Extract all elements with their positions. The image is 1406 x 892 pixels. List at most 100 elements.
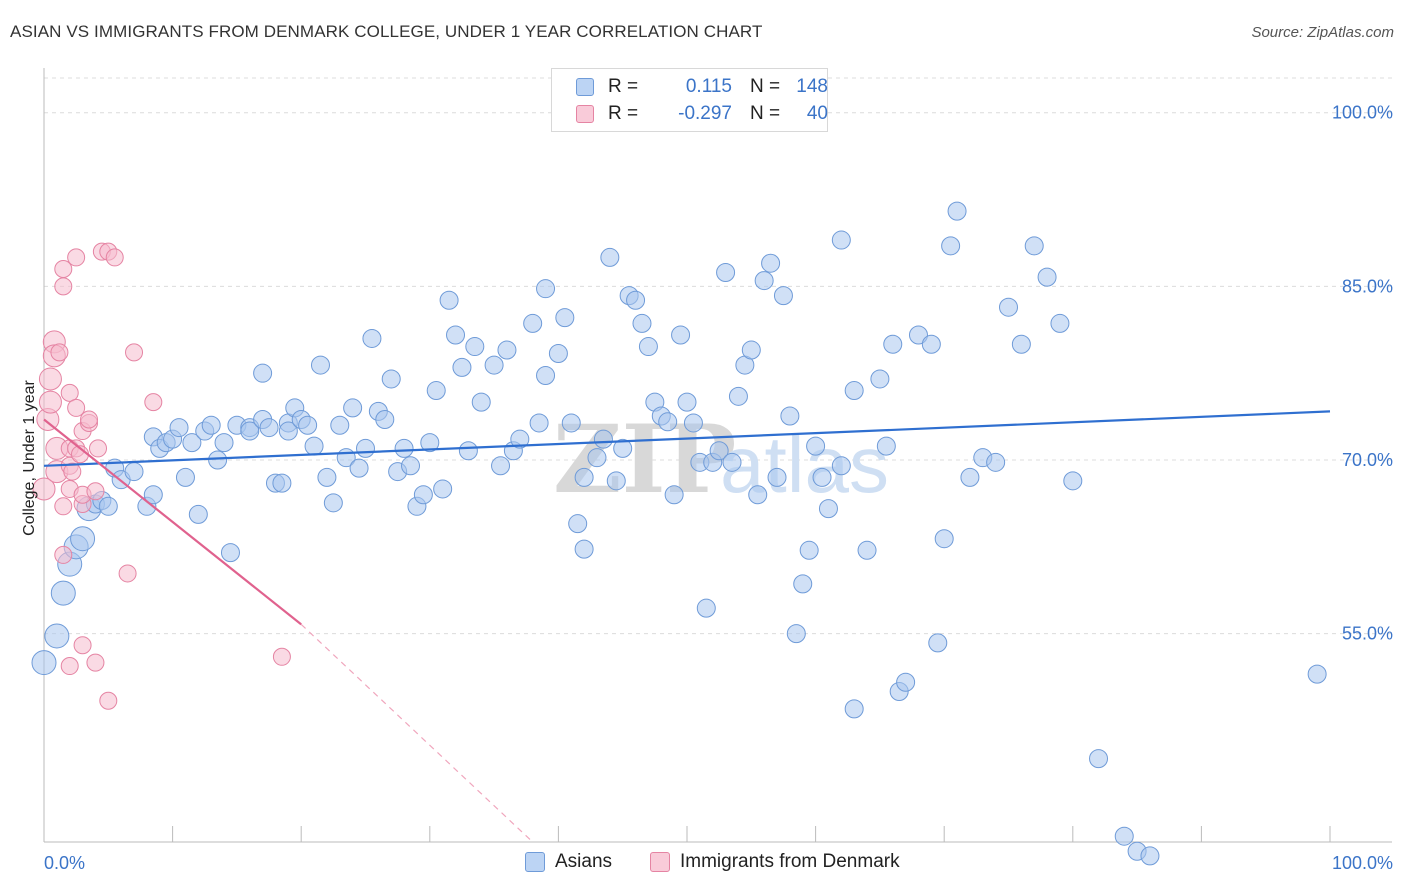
asians-point: [806, 436, 826, 456]
asians-point: [574, 467, 594, 487]
asians-point: [356, 438, 375, 458]
asians-point: [124, 462, 144, 482]
asians-point: [1037, 267, 1057, 287]
asians-point: [298, 415, 318, 435]
y-tick-label: 85.0%: [1342, 276, 1393, 296]
asians-point: [143, 485, 163, 505]
asians-point: [555, 308, 575, 328]
source-label: Source: ZipAtlas.com: [1251, 24, 1394, 41]
trend-lines: [43, 410, 1331, 843]
asians-point: [638, 337, 658, 357]
denmark-trend-line: [43, 418, 302, 626]
r-value-asians: 0.115: [685, 76, 732, 97]
asians-point: [471, 392, 491, 412]
asians-point: [722, 452, 742, 472]
denmark-point: [80, 410, 99, 429]
bottom-legend-denmark: Immigrants from Denmark: [650, 851, 900, 873]
n-label: N =: [750, 76, 781, 97]
asians-point: [44, 623, 70, 649]
asians-point: [812, 467, 832, 487]
asians-point: [548, 344, 568, 364]
asians-point: [780, 406, 800, 426]
asians-point: [876, 436, 896, 456]
asians-point: [632, 313, 652, 333]
asians-point: [201, 415, 221, 435]
asians-point: [709, 441, 729, 461]
denmark-swatch: [576, 105, 594, 123]
asians-point: [1011, 334, 1031, 354]
asians-point: [883, 334, 903, 354]
r-label: R =: [608, 103, 639, 124]
x-tick-label: 0.0%: [44, 853, 85, 873]
grid-lines: [44, 77, 1392, 635]
asians-point: [426, 381, 446, 401]
asians-point: [278, 421, 298, 441]
asians-point: [362, 328, 382, 348]
denmark-trend-extension: [300, 623, 534, 843]
asians-point: [831, 230, 851, 250]
x-tick-label: 100.0%: [1332, 853, 1393, 873]
denmark-point: [89, 439, 108, 458]
asians-point: [896, 672, 916, 692]
asians-point: [439, 290, 459, 310]
asians-point: [1114, 826, 1134, 846]
tick-labels: 55.0% 70.0% 85.0% 100.0% 0.0% 100.0%: [44, 103, 1393, 873]
n-label: N =: [750, 103, 781, 124]
asians-point: [413, 485, 433, 505]
asians-point: [484, 355, 504, 375]
denmark-legend-swatch: [650, 852, 670, 872]
denmark-legend-label: Immigrants from Denmark: [680, 851, 900, 872]
asians-point: [818, 499, 838, 519]
asians-point: [947, 201, 967, 221]
asians-point: [452, 357, 472, 377]
asians-point: [536, 365, 556, 385]
asians-point: [683, 413, 703, 433]
asians-points: [31, 201, 1327, 866]
r-value-denmark: -0.297: [678, 103, 732, 124]
asians-point: [304, 436, 324, 456]
asians-point: [921, 334, 941, 354]
asians-point: [568, 514, 588, 534]
asians-point: [343, 398, 363, 418]
chart-title: ASIAN VS IMMIGRANTS FROM DENMARK COLLEGE…: [10, 22, 763, 41]
asians-point: [767, 467, 787, 487]
asians-point: [491, 456, 511, 476]
denmark-point: [73, 636, 92, 655]
correlation-legend: R = 0.115 N = 148 R = -0.297 N = 40: [551, 68, 828, 132]
asians-point: [677, 392, 697, 412]
asians-point: [857, 540, 877, 560]
y-axis-label: College, Under 1 year: [21, 380, 38, 536]
asians-point: [741, 340, 761, 360]
asians-point: [31, 650, 57, 676]
asians-point: [323, 493, 343, 513]
asians-point: [716, 262, 736, 282]
asians-point: [420, 433, 440, 453]
asians-point: [465, 337, 485, 357]
asians-legend-swatch: [525, 852, 545, 872]
asians-point: [696, 598, 716, 618]
asians-point: [728, 386, 748, 406]
asians-point: [317, 467, 337, 487]
asians-point: [600, 247, 620, 267]
denmark-point: [272, 647, 291, 666]
axes: [43, 68, 1392, 843]
y-tick-label: 55.0%: [1342, 624, 1393, 644]
asians-point: [214, 433, 234, 453]
asians-point: [188, 504, 208, 524]
asians-point: [587, 448, 607, 468]
asians-point: [259, 418, 279, 438]
asians-point: [606, 471, 626, 491]
asians-point: [870, 369, 890, 389]
n-value-asians: 148: [796, 76, 828, 97]
asians-point: [240, 421, 260, 441]
asians-point: [664, 485, 684, 505]
watermark: ZIP atlas: [553, 405, 889, 515]
asians-point: [182, 433, 202, 453]
denmark-point: [67, 398, 86, 417]
asians-point: [934, 529, 954, 549]
asians-point: [523, 313, 543, 333]
denmark-point: [54, 260, 73, 278]
watermark-atlas: atlas: [720, 420, 889, 509]
asians-point: [574, 539, 594, 559]
